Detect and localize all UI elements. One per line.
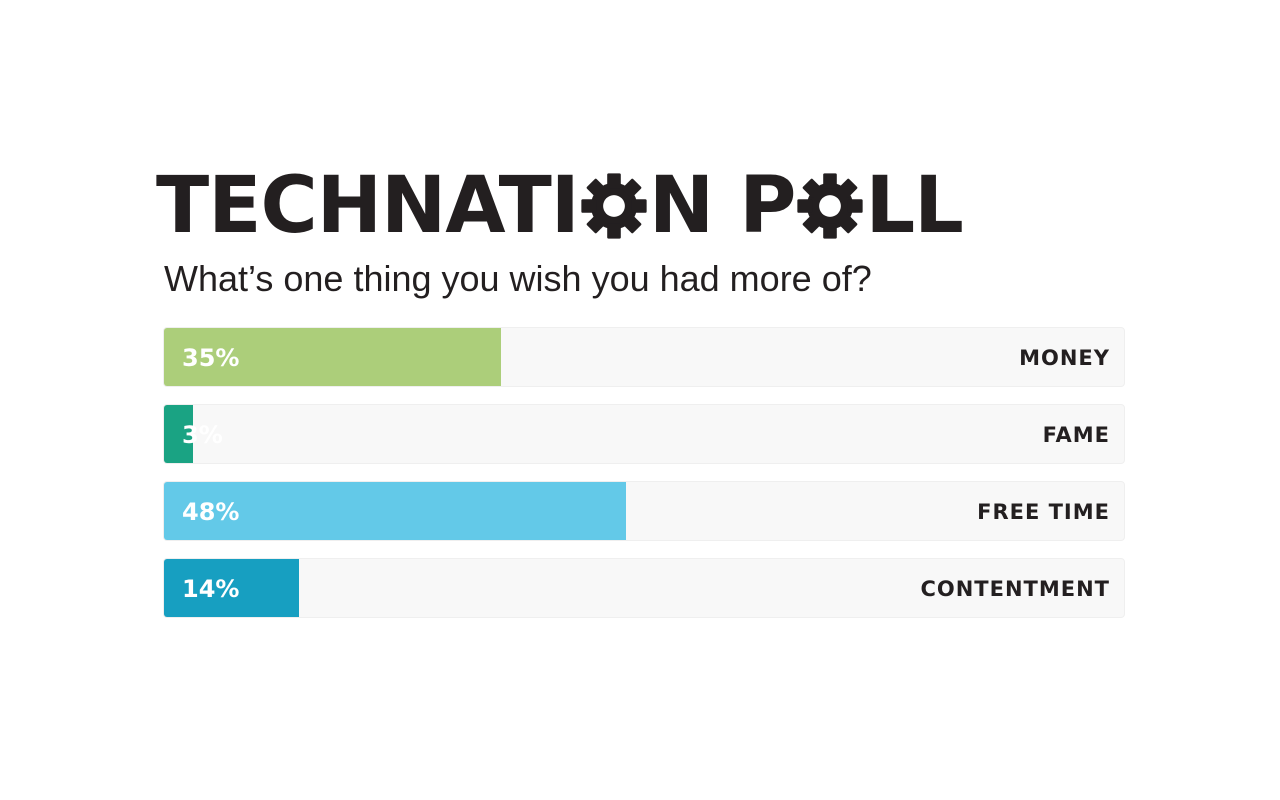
bar-row: 14% CONTENTMENT: [163, 558, 1125, 618]
title-text-part2: N P: [648, 161, 797, 251]
bar-value-label: 48%: [182, 498, 240, 526]
bar-category-label: FREE TIME: [977, 500, 1110, 524]
bar-money: [164, 328, 501, 386]
bar-category-label: FAME: [1042, 423, 1110, 447]
bar-row: 48% FREE TIME: [163, 481, 1125, 541]
bar-free-time: [164, 482, 626, 540]
bar-row: 35% MONEY: [163, 327, 1125, 387]
gear-icon: [581, 173, 647, 239]
bar-value-label: 3%: [182, 421, 223, 449]
bar-contentment: [164, 559, 299, 617]
title-text-part3: LL: [865, 161, 963, 251]
title-text-part1: TECHNATI: [156, 161, 580, 251]
bar-fame: [164, 405, 193, 463]
bar-value-label: 35%: [182, 344, 240, 372]
bar-category-label: MONEY: [1019, 346, 1110, 370]
bar-value-label: 14%: [182, 575, 240, 603]
bar-row: 3% FAME: [163, 404, 1125, 464]
gear-icon: [797, 173, 864, 239]
poll-title: TECHNATI N P LL: [156, 161, 964, 251]
poll-results-chart: 35% MONEY 3% FAME 48% FREE TIME 14% CONTENTMENT: [163, 327, 1125, 635]
poll-question: What’s one thing you wish you had more o…: [164, 258, 872, 299]
bar-category-label: CONTENTMENT: [920, 577, 1110, 601]
